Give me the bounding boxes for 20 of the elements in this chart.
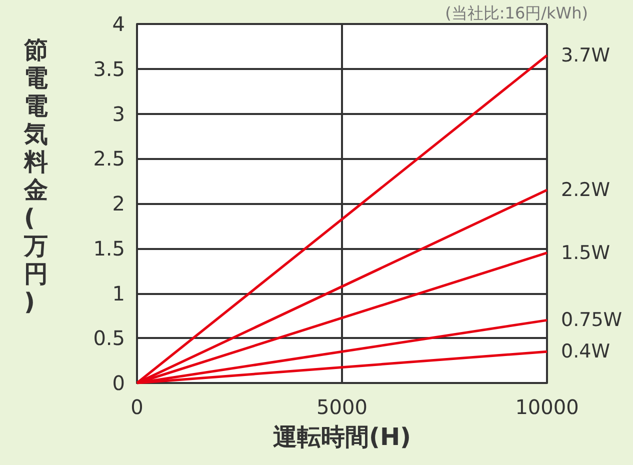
y-tick-label: 2: [112, 192, 125, 216]
series-label: 2.2W: [561, 179, 610, 202]
text: 節電電気料金(万円): [24, 36, 48, 316]
chart-subtitle: (当社比:16円/kWh): [445, 4, 588, 22]
y-tick-label: 3: [112, 102, 125, 126]
y-tick-label: 4: [112, 12, 125, 36]
x-tick-label: 0: [130, 395, 144, 419]
y-tick-label: 0.5: [93, 326, 125, 350]
series-label: 0.4W: [561, 340, 610, 363]
y-tick-label: 1.5: [93, 236, 125, 260]
series-label: 0.75W: [561, 309, 622, 332]
y-tick-label: 1: [112, 281, 125, 306]
y-tick-label: 0: [112, 371, 125, 395]
x-tick-label: 5000: [316, 395, 368, 419]
series-label: 3.7W: [561, 44, 610, 66]
x-tick-label: 10000: [515, 395, 579, 419]
y-tick-label: 3.5: [93, 56, 125, 81]
series-label: 1.5W: [561, 242, 610, 264]
y-tick-label: 2.5: [93, 146, 125, 171]
x-axis-title: 運転時間(H): [272, 423, 412, 451]
